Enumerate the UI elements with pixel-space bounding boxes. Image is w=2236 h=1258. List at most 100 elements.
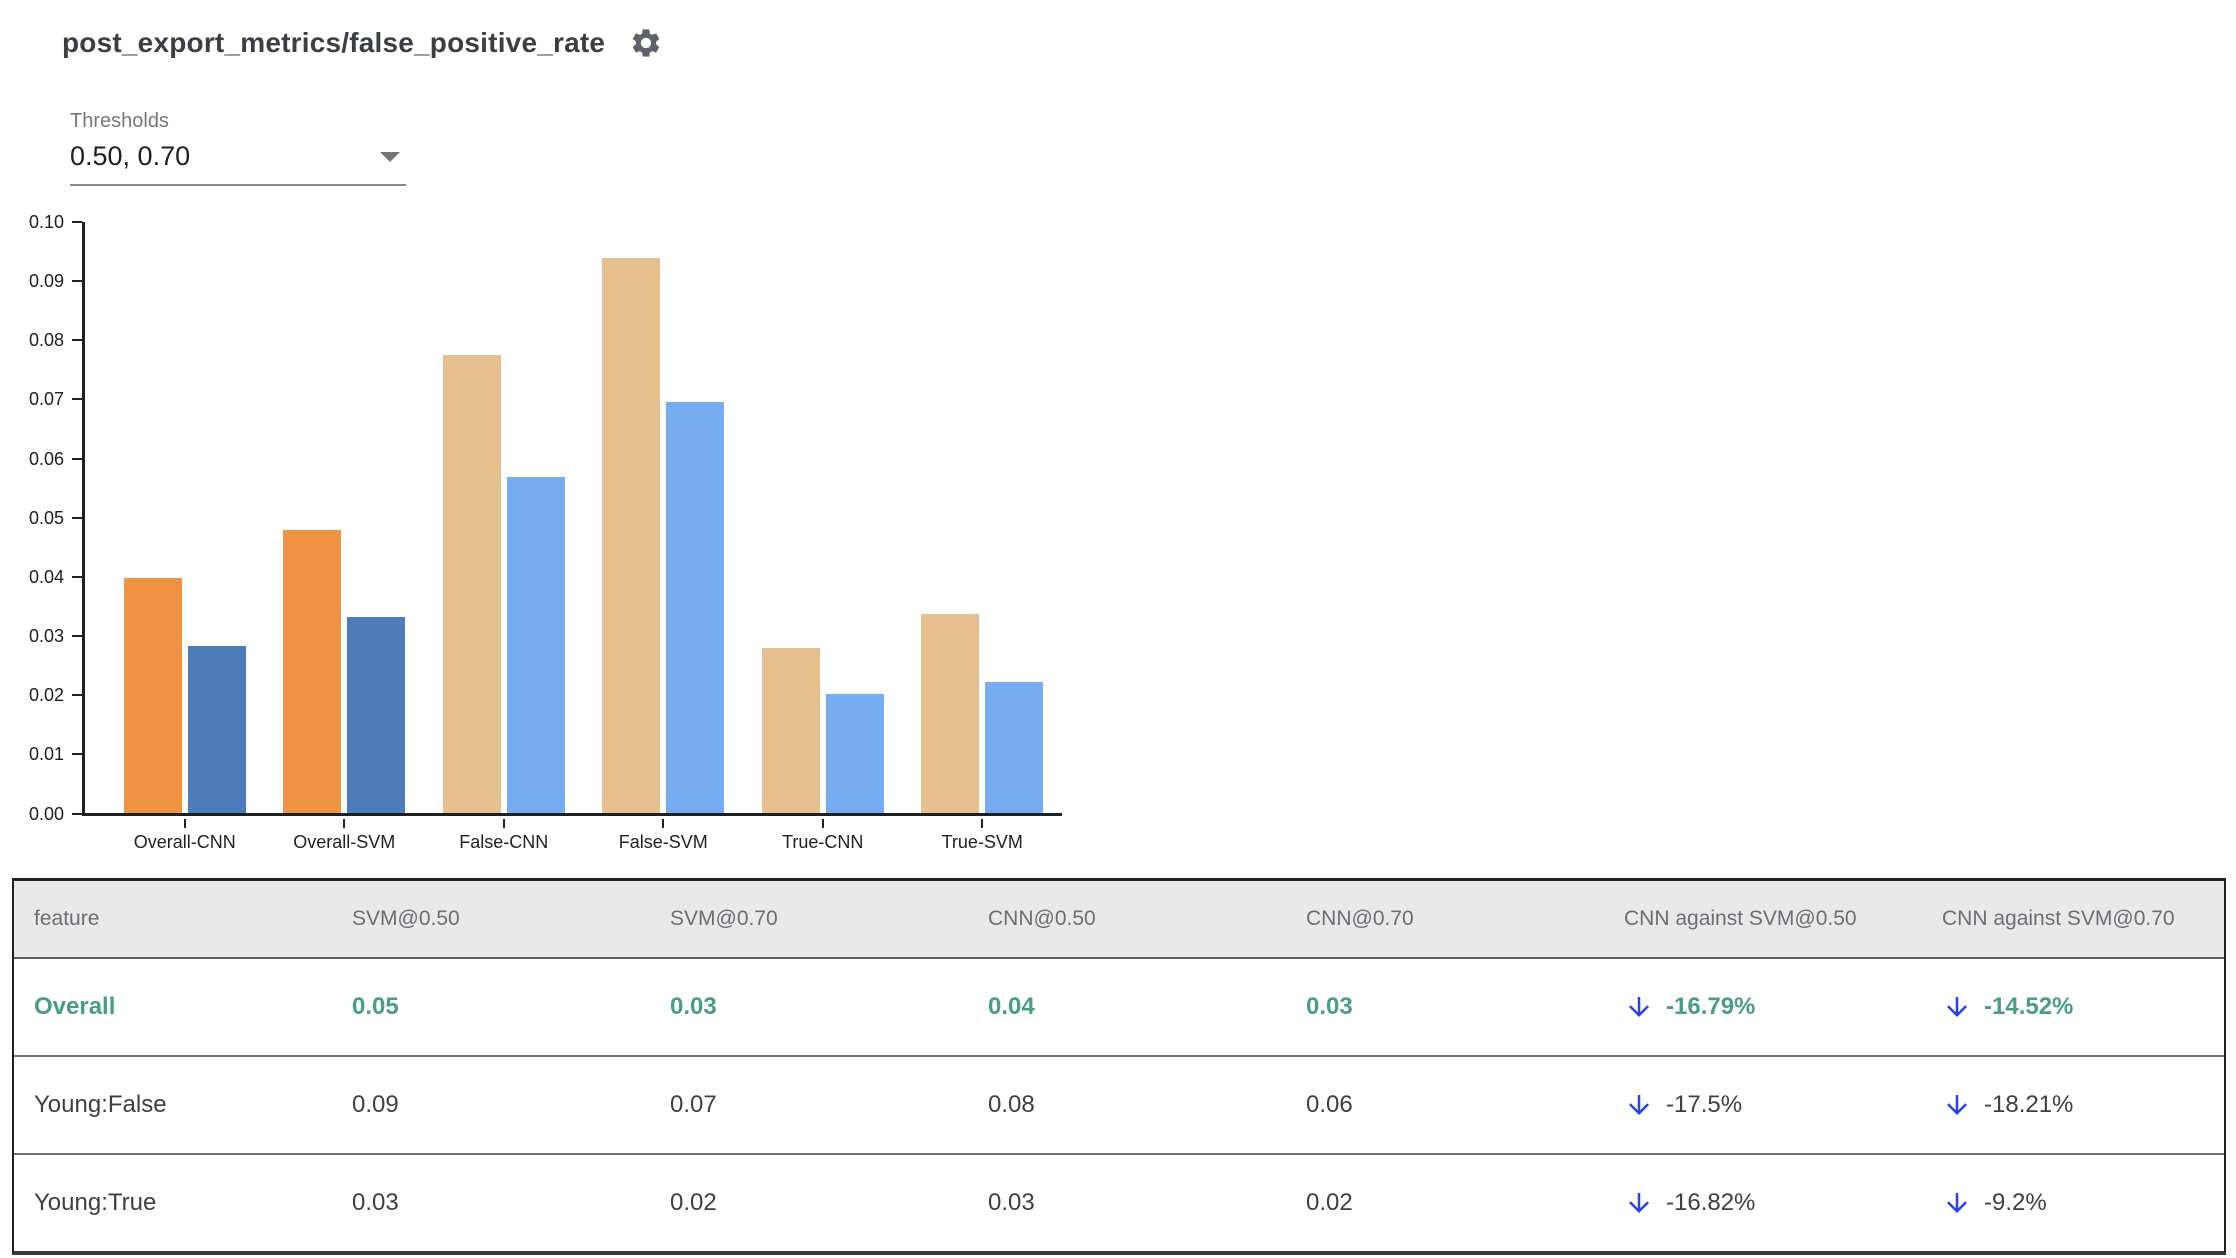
value-cell: 0.06 bbox=[1306, 1091, 1353, 1118]
feature-cell: Young:True bbox=[34, 1189, 157, 1216]
y-tick-mark bbox=[72, 635, 82, 638]
value-cell: 0.02 bbox=[1306, 1189, 1353, 1216]
value-cell: 0.03 bbox=[988, 1189, 1035, 1216]
metrics-table: feature SVM@0.50 SVM@0.70 CNN@0.50 CNN@0.70 C… bbox=[12, 878, 2226, 1255]
x-axis-label: False-CNN bbox=[459, 832, 549, 852]
bar-Overall-CNN-threshold-0.70[interactable] bbox=[187, 646, 246, 813]
y-tick-mark bbox=[72, 339, 82, 342]
x-axis-label: True-SVM bbox=[941, 832, 1023, 852]
bar-True-CNN-threshold-0.70[interactable] bbox=[825, 694, 884, 813]
thresholds-label: Thresholds bbox=[70, 110, 169, 132]
chart-plot bbox=[82, 222, 1062, 816]
comparison-value: -18.21% bbox=[1984, 1091, 2074, 1118]
comparison-cell: -18.21% bbox=[1922, 1090, 2224, 1120]
y-tick-label: 0.10 bbox=[28, 212, 64, 232]
arrow-down-icon bbox=[1624, 1090, 1654, 1120]
y-tick-mark bbox=[72, 221, 82, 223]
x-axis-label: True-CNN bbox=[782, 832, 864, 852]
y-tick-mark bbox=[72, 753, 82, 756]
bar-False-CNN-threshold-0.70[interactable] bbox=[506, 477, 565, 813]
metrics-table-body: Overall 0.05 0.03 0.04 0.03 -16.79% -14.52% You… bbox=[14, 957, 2224, 1251]
bar-group-True-CNN bbox=[743, 222, 903, 813]
column-header-SVM@0.50: SVM@0.50 bbox=[352, 907, 460, 930]
bar-True-SVM-threshold-0.70[interactable] bbox=[985, 682, 1044, 813]
x-tick-mark bbox=[343, 819, 346, 828]
bar-False-CNN-threshold-0.50[interactable] bbox=[442, 354, 501, 813]
value-cell: 0.04 bbox=[988, 993, 1035, 1020]
value-cell: 0.03 bbox=[1306, 993, 1353, 1020]
y-tick-mark bbox=[72, 812, 82, 815]
value-cell: 0.09 bbox=[352, 1091, 399, 1118]
x-tick-mark bbox=[981, 819, 984, 828]
bar-Overall-SVM-threshold-0.50[interactable] bbox=[283, 530, 342, 813]
settings-button[interactable] bbox=[629, 26, 663, 60]
arrow-down-icon bbox=[1942, 1188, 1972, 1218]
value-cell: 0.03 bbox=[352, 1189, 399, 1216]
y-tick-mark bbox=[72, 575, 82, 578]
x-axis-label: Overall-SVM bbox=[293, 832, 396, 852]
bar-Overall-CNN-threshold-0.50[interactable] bbox=[123, 577, 182, 813]
bar-True-SVM-threshold-0.50[interactable] bbox=[921, 613, 980, 813]
metrics-table-header: feature SVM@0.50 SVM@0.70 CNN@0.50 CNN@0.70 C… bbox=[14, 881, 2224, 957]
feature-cell: Overall bbox=[34, 993, 116, 1020]
y-tick-mark bbox=[72, 398, 82, 401]
bar-False-SVM-threshold-0.50[interactable] bbox=[602, 258, 661, 813]
column-header-CNN against SVM@0.70: CNN against SVM@0.70 bbox=[1942, 907, 2175, 930]
bar-Overall-SVM-threshold-0.70[interactable] bbox=[347, 616, 406, 813]
comparison-value: -14.52% bbox=[1984, 993, 2074, 1020]
bar-group-True-SVM bbox=[903, 222, 1063, 813]
table-row-Young:False[interactable]: Young:False 0.09 0.07 0.08 0.06 -17.5% -18.21% bbox=[14, 1055, 2224, 1153]
bar-True-CNN-threshold-0.50[interactable] bbox=[761, 648, 820, 813]
comparison-value: -16.82% bbox=[1666, 1189, 1756, 1216]
y-tick-label: 0.01 bbox=[28, 744, 64, 765]
bar-group-False-SVM bbox=[584, 222, 744, 813]
comparison-cell: -17.5% bbox=[1604, 1090, 1922, 1120]
x-axis-label: False-SVM bbox=[618, 832, 708, 852]
x-tick-mark bbox=[183, 819, 186, 828]
thresholds-dropdown[interactable]: Thresholds 0.50, 0.70 bbox=[70, 110, 406, 186]
comparison-value: -17.5% bbox=[1666, 1091, 1743, 1118]
page-title: post_export_metrics/false_positive_rate bbox=[62, 27, 606, 58]
y-tick-mark bbox=[72, 694, 82, 697]
chevron-down-icon bbox=[380, 151, 400, 162]
bar-group-Overall-SVM bbox=[265, 222, 425, 813]
y-tick-label: 0.06 bbox=[28, 448, 64, 469]
column-header-CNN@0.70: CNN@0.70 bbox=[1306, 907, 1414, 930]
value-cell: 0.05 bbox=[352, 993, 399, 1020]
table-row-Young:True[interactable]: Young:True 0.03 0.02 0.03 0.02 -16.82% -9.2% bbox=[14, 1153, 2224, 1251]
comparison-value: -9.2% bbox=[1984, 1189, 2047, 1216]
bar-group-False-CNN bbox=[424, 222, 584, 813]
x-tick-mark bbox=[821, 819, 824, 828]
arrow-down-icon bbox=[1624, 1188, 1654, 1218]
y-tick-mark bbox=[72, 280, 82, 283]
column-header-feature: feature bbox=[34, 907, 100, 930]
comparison-value: -16.79% bbox=[1666, 993, 1756, 1020]
value-cell: 0.07 bbox=[670, 1091, 717, 1118]
value-cell: 0.02 bbox=[670, 1189, 717, 1216]
value-cell: 0.03 bbox=[670, 993, 717, 1020]
y-tick-label: 0.08 bbox=[28, 330, 64, 351]
column-header-SVM@0.70: SVM@0.70 bbox=[670, 907, 778, 930]
y-tick-mark bbox=[72, 516, 82, 519]
metric-card-header: post_export_metrics/false_positive_rate bbox=[62, 26, 663, 60]
thresholds-value: 0.50, 0.70 bbox=[70, 141, 191, 171]
column-header-CNN against SVM@0.50: CNN against SVM@0.50 bbox=[1624, 907, 1857, 930]
y-tick-label: 0.04 bbox=[28, 566, 64, 587]
gear-icon bbox=[629, 26, 663, 60]
bar-False-SVM-threshold-0.70[interactable] bbox=[666, 401, 725, 813]
bar-group-Overall-CNN bbox=[105, 222, 265, 813]
y-tick-label: 0.00 bbox=[28, 803, 64, 824]
y-tick-label: 0.07 bbox=[28, 389, 64, 410]
y-tick-label: 0.03 bbox=[28, 626, 64, 647]
y-tick-label: 0.02 bbox=[28, 685, 64, 706]
table-row-Overall[interactable]: Overall 0.05 0.03 0.04 0.03 -16.79% -14.52% bbox=[14, 957, 2224, 1055]
y-tick-mark bbox=[72, 457, 82, 460]
y-tick-label: 0.05 bbox=[28, 507, 64, 528]
comparison-cell: -9.2% bbox=[1922, 1188, 2224, 1218]
comparison-cell: -16.79% bbox=[1604, 992, 1922, 1022]
comparison-cell: -16.82% bbox=[1604, 1188, 1922, 1218]
column-header-CNN@0.50: CNN@0.50 bbox=[988, 907, 1096, 930]
arrow-down-icon bbox=[1624, 992, 1654, 1022]
value-cell: 0.08 bbox=[988, 1091, 1035, 1118]
